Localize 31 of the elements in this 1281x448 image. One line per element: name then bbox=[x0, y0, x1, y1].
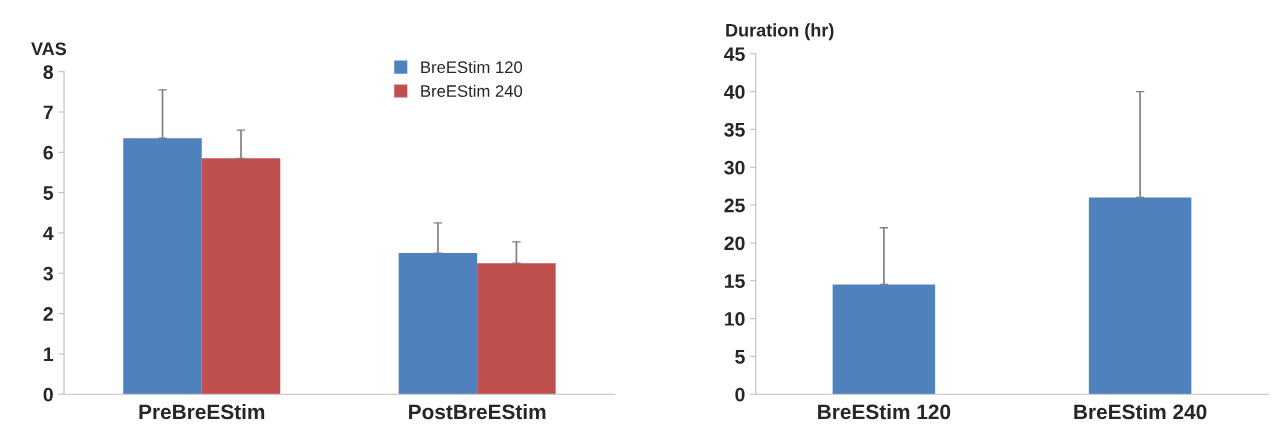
y-tick-label: 35 bbox=[724, 122, 745, 137]
y-tick-label: 2 bbox=[43, 307, 53, 321]
bar bbox=[123, 138, 202, 395]
bar bbox=[201, 158, 281, 395]
y-tick-label: 25 bbox=[724, 198, 745, 213]
y-tick-label: 0 bbox=[735, 387, 745, 402]
y-tick-label: 20 bbox=[724, 236, 745, 251]
y-tick-label: 40 bbox=[724, 85, 745, 99]
y-tick-label: 6 bbox=[43, 145, 53, 160]
y-axis-title: VAS bbox=[31, 42, 67, 56]
y-tick-label: 10 bbox=[724, 312, 745, 326]
x-tick-label: BreEStim 240 bbox=[1074, 403, 1207, 420]
y-tick-label: 7 bbox=[43, 105, 53, 120]
y-tick-label: 8 bbox=[43, 65, 54, 79]
y-tick-label: 3 bbox=[43, 266, 53, 281]
legend-label: BreEStim 120 bbox=[421, 60, 523, 74]
y-tick-label: 45 bbox=[724, 47, 745, 61]
y-axis-title: Duration (hr) bbox=[726, 23, 834, 41]
y-tick-label: 15 bbox=[724, 274, 745, 288]
x-tick-label: PostBreEStim bbox=[409, 403, 546, 420]
legend-label: BreEStim 240 bbox=[421, 84, 523, 97]
y-tick-label: 5 bbox=[43, 186, 54, 200]
y-tick-label: 5 bbox=[735, 350, 745, 364]
x-tick-label: BreEStim 120 bbox=[818, 403, 951, 420]
bar bbox=[477, 263, 556, 395]
y-tick-label: 4 bbox=[43, 226, 54, 241]
x-tick-label: PreBreEStim bbox=[139, 403, 265, 420]
bar bbox=[398, 253, 478, 395]
y-tick-label: 30 bbox=[724, 160, 745, 175]
y-tick-label: 0 bbox=[43, 387, 53, 402]
y-tick-label: 1 bbox=[44, 347, 54, 361]
